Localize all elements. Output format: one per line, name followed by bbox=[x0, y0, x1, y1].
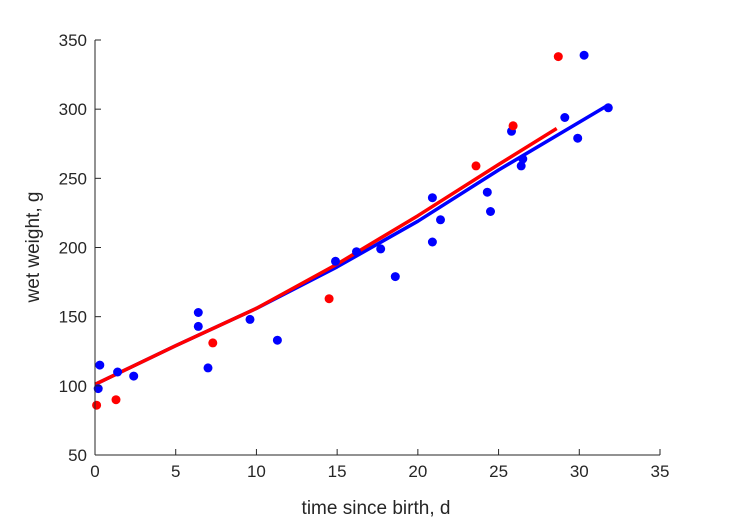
data-point-0 bbox=[482, 187, 492, 197]
data-point-0 bbox=[427, 193, 437, 203]
x-tick-label: 20 bbox=[408, 462, 427, 481]
data-point-0 bbox=[331, 256, 340, 266]
data-point-0 bbox=[376, 244, 386, 254]
data-point-0 bbox=[427, 237, 437, 247]
data-point-0 bbox=[573, 133, 583, 143]
data-point-0 bbox=[93, 384, 103, 394]
x-tick-label: 5 bbox=[171, 462, 180, 481]
data-point-0 bbox=[113, 367, 123, 377]
data-point-0 bbox=[486, 207, 495, 216]
fit-lines bbox=[94, 103, 610, 386]
data-point-0 bbox=[129, 371, 139, 381]
data-point-0 bbox=[352, 247, 361, 257]
y-tick-label: 150 bbox=[59, 308, 87, 327]
data-point-0 bbox=[272, 335, 282, 345]
data-point-1 bbox=[508, 121, 518, 131]
data-point-0 bbox=[193, 308, 203, 317]
fit-line-1 bbox=[94, 127, 558, 386]
y-tick-label: 200 bbox=[59, 239, 87, 258]
y-tick-label: 350 bbox=[59, 31, 87, 50]
data-point-1 bbox=[111, 395, 121, 405]
x-tick-label: 0 bbox=[90, 462, 99, 481]
data-point-1 bbox=[553, 52, 563, 62]
data-point-0 bbox=[193, 321, 203, 331]
data-point-1 bbox=[208, 338, 218, 348]
data-point-0 bbox=[518, 154, 528, 164]
data-point-0 bbox=[95, 360, 105, 370]
y-tick-label: 300 bbox=[59, 100, 87, 119]
data-point-0 bbox=[603, 103, 613, 113]
data-point-1 bbox=[92, 400, 102, 410]
data-point-0 bbox=[436, 215, 445, 225]
x-axis-label: time since birth, d bbox=[302, 498, 451, 519]
data-point-1 bbox=[471, 161, 481, 171]
data-point-0 bbox=[579, 50, 589, 60]
data-point-0 bbox=[560, 113, 570, 122]
data-point-0 bbox=[245, 314, 255, 324]
y-tick-label: 250 bbox=[59, 169, 87, 188]
fit-line-0 bbox=[94, 103, 610, 386]
data-points bbox=[92, 50, 613, 410]
data-point-0 bbox=[390, 272, 400, 282]
x-tick-label: 10 bbox=[247, 462, 266, 481]
y-tick-label: 100 bbox=[59, 377, 87, 396]
y-axis-label: wet weight, g bbox=[23, 192, 44, 304]
x-tick-label: 15 bbox=[328, 462, 347, 481]
axes: 0 5 10 15 20 25 30 35 50 100 150 200 250 300 350 bbox=[59, 31, 670, 481]
data-point-0 bbox=[203, 363, 213, 373]
x-tick-label: 35 bbox=[651, 462, 670, 481]
x-tick-label: 30 bbox=[570, 462, 589, 481]
data-point-1 bbox=[324, 294, 334, 304]
y-tick-label: 50 bbox=[68, 446, 87, 465]
data-point-0 bbox=[516, 161, 526, 171]
x-tick-label: 25 bbox=[489, 462, 508, 481]
